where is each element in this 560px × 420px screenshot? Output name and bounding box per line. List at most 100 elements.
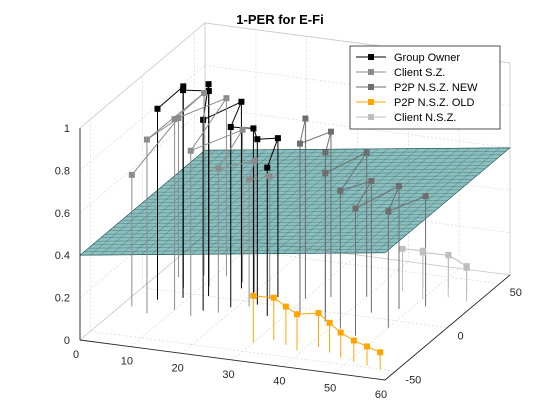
legend-entry: Client S.Z.: [394, 67, 445, 79]
plane-mesh-line: [142, 200, 448, 203]
series-connector: [340, 180, 372, 192]
series-connector: [340, 332, 355, 341]
series-connector: [299, 131, 332, 145]
series-connector: [174, 97, 227, 120]
plane-mesh-line: [134, 207, 440, 210]
plane-mesh-line: [121, 217, 427, 221]
y-tick-label: 50: [510, 287, 522, 299]
series-connector: [387, 185, 400, 212]
x-tick-label: 20: [172, 362, 184, 374]
grid-line-z-wall-x: [79, 107, 206, 214]
plane-mesh-line: [129, 210, 436, 214]
plane-mesh-line: [109, 228, 415, 231]
y-tick-label: -50: [405, 374, 421, 386]
legend-swatch-marker: [368, 114, 374, 120]
grid-line-x-floor: [181, 248, 307, 354]
plane-mesh-line: [159, 186, 465, 189]
data-point-marker: [250, 292, 257, 299]
plane-mesh-line: [79, 252, 386, 256]
series-connector: [329, 322, 341, 333]
tick-layer: 0 10 20 30 40 50 60 -50 0 50 0 0.2 0.4 0.6 0.8 1: [55, 123, 522, 401]
series-connector: [252, 128, 258, 140]
series-connector: [366, 345, 381, 353]
series-connector: [174, 92, 205, 120]
plane-mesh-line: [163, 182, 469, 186]
x-tick-label: 50: [324, 382, 336, 394]
z-tick-label: 0: [64, 335, 70, 347]
legend-swatch-marker: [368, 69, 374, 75]
series-connector: [249, 175, 270, 180]
plane-mesh-line: [113, 224, 419, 228]
series-connector: [447, 254, 468, 267]
z-tick-label: 0.6: [55, 208, 70, 220]
series-connector: [230, 101, 242, 128]
legend-entry: P2P N.S.Z. NEW: [394, 82, 478, 94]
grid-line-z-wall-y: [204, 234, 511, 276]
series-connector: [217, 129, 244, 169]
plane-mesh-line: [184, 165, 490, 168]
series-connector: [353, 340, 368, 347]
plane-mesh-line: [138, 203, 444, 207]
z-tick-label: 0.4: [55, 250, 70, 262]
plane-layer: [79, 147, 511, 256]
series-connector: [318, 312, 330, 324]
legend: Group Owner Client S.Z. P2P N.S.Z. NEW P2P …: [349, 45, 501, 130]
series-connector: [218, 160, 255, 169]
series-connector: [355, 185, 400, 209]
series-connector: [131, 117, 179, 176]
legend-entry: Group Owner: [394, 52, 460, 64]
plane-mesh-line: [196, 154, 502, 158]
plane-mesh-line: [154, 189, 461, 193]
plane-mesh-line: [146, 196, 452, 200]
plane-mesh-line: [150, 193, 456, 196]
series-connector: [190, 97, 227, 152]
series-layer: [128, 81, 470, 370]
plane-mesh-line: [84, 249, 390, 252]
z-tick-label: 0.2: [55, 293, 70, 305]
series-connector: [253, 295, 274, 299]
series-connector: [248, 160, 256, 180]
plane-mesh-line: [171, 175, 477, 179]
series-connector: [339, 152, 368, 192]
chart-title: 1-PER for E-Fi: [236, 12, 323, 27]
series-connector: [402, 248, 424, 252]
series-connector: [325, 131, 332, 153]
legend-swatch-marker: [368, 99, 374, 105]
x-axis-line: [79, 339, 386, 381]
x-tick-label: 0: [73, 349, 79, 361]
series-group-owner: [154, 81, 281, 316]
series-connector: [257, 137, 278, 140]
legend-entry: P2P N.S.Z. OLD: [394, 97, 475, 109]
series-connector: [299, 118, 306, 144]
grid-line-y-floor: [90, 330, 396, 372]
series-connector: [296, 312, 319, 315]
plane-mesh-line: [92, 242, 398, 245]
y-tick-label: 0: [458, 331, 464, 343]
grid-line-z-wall-x: [79, 65, 206, 171]
legend-swatch-marker: [368, 54, 374, 60]
plane-mesh-line: [204, 147, 511, 151]
legend-swatch-marker: [368, 84, 374, 90]
series-connector: [266, 137, 279, 168]
plane-mesh-line: [88, 245, 394, 249]
grid-line-y-floor: [142, 287, 448, 328]
series-connector: [355, 180, 372, 209]
series-connector: [190, 129, 243, 152]
series-connector: [388, 195, 426, 212]
series-p2p-n-s-z-old: [250, 292, 384, 370]
z-tick-label: 0.8: [55, 165, 70, 177]
x-tick-label: 60: [375, 389, 387, 401]
x-tick-label: 10: [121, 356, 133, 368]
z-tick-label: 1: [64, 123, 70, 135]
grid-line-z-wall-x: [79, 22, 206, 129]
series-connector: [422, 251, 449, 256]
series-p2p-n-s-z-new: [296, 115, 429, 336]
legend-entry: Client N.S.Z.: [394, 112, 456, 124]
plane-mesh-line: [200, 151, 506, 154]
x-tick-label: 30: [222, 369, 234, 381]
series-connector: [325, 152, 367, 174]
x-tick-label: 40: [273, 376, 285, 388]
plane-mesh-line: [192, 158, 498, 161]
grid-line-x-floor: [130, 241, 257, 347]
